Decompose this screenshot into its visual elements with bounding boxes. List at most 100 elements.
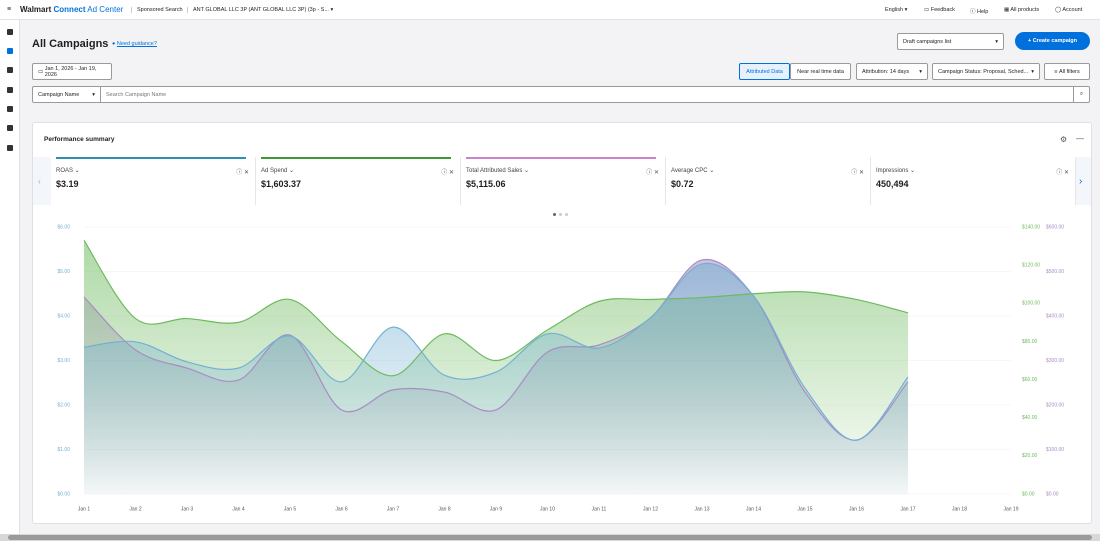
lang[interactable]: English ▾ bbox=[885, 7, 908, 13]
brand-connect: Connect bbox=[53, 5, 86, 14]
toggle[interactable]: Near real time data bbox=[790, 63, 851, 80]
scrollbar bbox=[0, 534, 1100, 541]
toggle[interactable]: Attributed Data bbox=[739, 63, 790, 80]
next-arrow[interactable]: › bbox=[1079, 176, 1083, 187]
card-value: $0.72 bbox=[671, 179, 694, 189]
collapse-icon[interactable]: — bbox=[1076, 134, 1084, 143]
products[interactable]: ▦ All products bbox=[1004, 7, 1040, 13]
guidance[interactable]: ● Need guidance? bbox=[112, 41, 157, 47]
filter-text: All filters bbox=[1058, 68, 1080, 75]
y-tick-label: $200.00 bbox=[1046, 402, 1064, 408]
section: Sponsored Search bbox=[131, 7, 183, 13]
field-text: Campaign Name bbox=[38, 91, 80, 98]
card-value: $1,603.37 bbox=[261, 179, 302, 189]
select-text: Campaign Status: Proposal, Sched... bbox=[938, 68, 1029, 75]
prev-arrow[interactable]: ‹ bbox=[38, 177, 41, 186]
status-select[interactable]: Campaign Status: Proposal, Sched... ▾ bbox=[932, 63, 1040, 80]
menu-icon[interactable]: ≡ bbox=[7, 6, 12, 13]
y-tick-label: $300.00 bbox=[1046, 358, 1064, 364]
card-icons[interactable]: ⓘ ✕ bbox=[646, 170, 659, 176]
account[interactable]: ◯ Account bbox=[1055, 7, 1083, 13]
select-text: Attribution: 14 days bbox=[862, 68, 910, 75]
date-text: Jan 1, 2026 - Jan 19, 2026 bbox=[44, 65, 97, 78]
nav-icon[interactable] bbox=[7, 106, 13, 112]
y-tick-label: $6.00 bbox=[57, 224, 70, 230]
card-icons[interactable]: ⓘ ✕ bbox=[851, 170, 864, 176]
card-label: Average CPC ⌄ bbox=[671, 168, 715, 174]
y-tick-label: $120.00 bbox=[1022, 262, 1040, 268]
metric-card[interactable]: Ad Spend ⌄ $1,603.37 ⓘ ✕ bbox=[256, 157, 461, 205]
help[interactable]: ⓘ Help bbox=[970, 9, 989, 15]
y-tick-label: $3.00 bbox=[57, 358, 70, 364]
card-icons[interactable]: ⓘ ✕ bbox=[441, 170, 454, 176]
search-icon[interactable]: ⌕ bbox=[1073, 87, 1089, 102]
x-tick-label: Jan 1 bbox=[78, 506, 90, 512]
feedback[interactable]: ▭ Feedback bbox=[924, 7, 955, 13]
x-tick-label: Jan 5 bbox=[284, 506, 296, 512]
search-input[interactable]: Search Campaign Name bbox=[106, 91, 167, 98]
metric-card[interactable]: Average CPC ⌄ $0.72 ⓘ ✕ bbox=[666, 157, 871, 205]
all-filters[interactable]: ≡ All filters bbox=[1044, 63, 1090, 80]
search-bar: Campaign Name ▾ Search Campaign Name ⌕ bbox=[32, 86, 1090, 103]
y-tick-label: $0.00 bbox=[57, 491, 70, 497]
series-line bbox=[83, 262, 909, 441]
guidance-link: Need guidance? bbox=[116, 41, 157, 47]
y-tick-label: $0.00 bbox=[1022, 491, 1035, 497]
nav-icon[interactable] bbox=[7, 87, 13, 93]
search-field[interactable]: Campaign Name ▾ bbox=[33, 87, 101, 102]
metric-card[interactable]: ROAS ⌄ $3.19 ⓘ ✕ bbox=[51, 157, 256, 205]
attribution-select[interactable]: Attribution: 14 days ▾ bbox=[856, 63, 928, 80]
create-button[interactable]: + Create campaign bbox=[1015, 32, 1090, 50]
x-tick-label: Jan 18 bbox=[952, 506, 967, 512]
label-text: Total Attributed Sales bbox=[466, 168, 523, 174]
nav-icon[interactable] bbox=[7, 48, 13, 54]
brand[interactable]: Walmart Connect Ad Center bbox=[20, 5, 123, 14]
y-tick-label: $100.00 bbox=[1022, 301, 1040, 307]
x-tick-label: Jan 16 bbox=[849, 506, 864, 512]
x-tick-label: Jan 2 bbox=[129, 506, 141, 512]
nav-icon[interactable] bbox=[7, 67, 13, 73]
date-range[interactable]: ▭ Jan 1, 2026 - Jan 19, 2026 bbox=[32, 63, 112, 80]
nav-icon[interactable] bbox=[7, 145, 13, 151]
area bbox=[84, 263, 908, 494]
account-name: ANT GLOBAL LLC 3P (ANT GLOBAL LLC 3P) (3… bbox=[193, 7, 329, 13]
nav-icon[interactable] bbox=[7, 125, 13, 131]
card-icons[interactable]: ⓘ ✕ bbox=[236, 170, 249, 176]
metric-card[interactable]: Impressions ⌄ 450,494 ⓘ ✕ bbox=[871, 157, 1076, 205]
y-tick-label: $60.00 bbox=[1022, 377, 1038, 383]
y-tick-label: $5.00 bbox=[57, 269, 70, 275]
card-label: Impressions ⌄ bbox=[876, 168, 916, 174]
y-tick-label: $400.00 bbox=[1046, 313, 1064, 319]
card-icons[interactable]: ⓘ ✕ bbox=[1056, 170, 1069, 176]
x-tick-label: Jan 15 bbox=[797, 506, 812, 512]
y-tick-label: $40.00 bbox=[1022, 415, 1038, 421]
label-text: Impressions bbox=[876, 168, 909, 174]
card-label: Total Attributed Sales ⌄ bbox=[466, 168, 530, 174]
link: English bbox=[885, 7, 904, 13]
label-text: ROAS bbox=[56, 168, 74, 174]
y-tick-label: $100.00 bbox=[1046, 447, 1064, 453]
y-tick-label: $20.00 bbox=[1022, 453, 1038, 459]
y-tick-label: $500.00 bbox=[1046, 269, 1064, 275]
metric-card[interactable]: Total Attributed Sales ⌄ $5,115.06 ⓘ ✕ bbox=[461, 157, 666, 205]
nav-icon[interactable] bbox=[7, 29, 13, 35]
link: Feedback bbox=[930, 7, 955, 13]
x-tick-label: Jan 4 bbox=[232, 506, 244, 512]
settings-icon[interactable]: ⚙ bbox=[1060, 135, 1068, 144]
card-value: $5,115.06 bbox=[466, 179, 506, 189]
button-text: Create campaign bbox=[1032, 38, 1078, 44]
card-label: Ad Spend ⌄ bbox=[261, 168, 295, 174]
link: Help bbox=[977, 9, 989, 15]
toggle-text: Attributed Data bbox=[746, 68, 783, 75]
link: All products bbox=[1010, 7, 1040, 13]
pager-dots bbox=[553, 213, 569, 216]
y-tick-label: $140.00 bbox=[1022, 224, 1040, 230]
x-tick-label: Jan 19 bbox=[1003, 506, 1018, 512]
list-select[interactable]: Draft campaigns list ▾ bbox=[897, 33, 1004, 50]
card-label: ROAS ⌄ bbox=[56, 168, 80, 174]
card-bar bbox=[261, 157, 451, 159]
panel-title: Performance summary bbox=[44, 136, 115, 143]
account-select[interactable]: ANT GLOBAL LLC 3P (ANT GLOBAL LLC 3P) (3… bbox=[187, 7, 333, 13]
toggle-text: Near real time data bbox=[797, 68, 844, 75]
